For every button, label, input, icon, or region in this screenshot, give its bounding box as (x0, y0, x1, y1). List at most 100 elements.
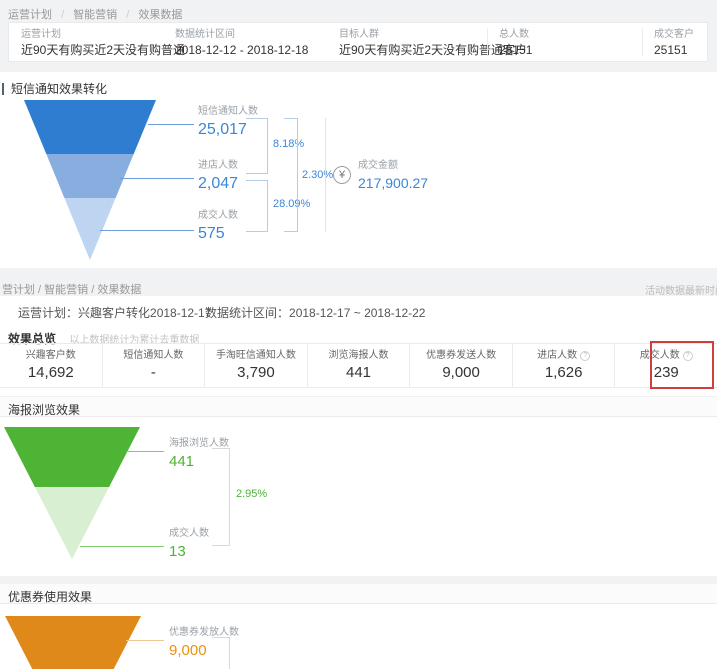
deal-amount: 成交金额 217,900.27 (358, 160, 428, 193)
breadcrumb-separator: / (61, 9, 65, 21)
field-value: 2018-12-12 - 2018-12-18 (175, 43, 309, 57)
tier-value: 13 (169, 543, 186, 560)
field-total-people: 总人数 25151 (499, 28, 532, 58)
breadcrumb: 运营计划 / 智能营销 / 效果数据 (8, 6, 182, 22)
tier-label: 海报浏览人数 (169, 438, 229, 449)
field-label: 成交客户 (654, 29, 694, 40)
tier-label: 成交人数 (169, 528, 209, 539)
sms-funnel-panel: 短信通知效果转化 短信通知人数 25,017 进店人数 2,047 成交人数 5… (0, 72, 717, 268)
funnel-tier-sms-notified: 短信通知人数 25,017 (198, 106, 258, 139)
stat-label: 浏览海报人数 (328, 350, 389, 361)
breadcrumb-item-operation-plan[interactable]: 运营计划 (8, 9, 52, 21)
breadcrumb-secondary[interactable]: 营计划 / 智能营销 / 效果数据 (2, 284, 142, 296)
stat-sms-notified: 短信通知人数 - (103, 344, 206, 387)
overview-title: 效果总览 (8, 332, 57, 346)
stat-label: 成交人数 ? (640, 349, 693, 362)
second-header-band: 营计划 / 智能营销 / 效果数据 活动数据最新时间 2018-12 (0, 268, 717, 297)
leader-line (126, 451, 164, 452)
stat-value: 14,692 (27, 364, 74, 381)
rate-bracket (246, 180, 268, 232)
stat-value: 3,790 (237, 364, 275, 381)
leader-line (148, 124, 194, 125)
funnel-tier-poster-deals: 成交人数 13 (169, 528, 209, 561)
funnel-tier-deals: 成交人数 575 (198, 210, 238, 243)
range-value: 2018-12-17 ~ 2018-12-22 (289, 306, 426, 320)
field-target-audience: 目标人群 近90天有购买近2天没有购普通客户 (339, 28, 527, 58)
leader-line (126, 640, 164, 641)
title-marker (2, 82, 4, 95)
section-title-sms: 短信通知效果转化 (2, 80, 107, 97)
help-icon[interactable]: ? (580, 350, 591, 361)
step-rate-1: 8.18% (273, 138, 305, 150)
field-value: 25151 (654, 43, 688, 57)
amount-value: 217,900.27 (358, 175, 429, 191)
coupon-funnel-chart (5, 616, 141, 669)
stat-label: 手淘旺信通知人数 (215, 350, 296, 361)
poster-section-header: 海报浏览效果 (0, 396, 717, 417)
stat-deals: 成交人数 ? 239 (615, 344, 717, 387)
plan-value: 兴趣客户转化2018-12-17 (78, 306, 212, 320)
divider (642, 28, 643, 56)
breadcrumb-item-smart-marketing[interactable]: 智能营销 (73, 9, 118, 21)
data-updated-timestamp: 活动数据最新时间 2018-12 (645, 286, 717, 297)
overall-rate: 2.30% (302, 169, 334, 181)
stat-label: 进店人数 ? (537, 349, 591, 362)
section-title-text: 海报浏览效果 (8, 403, 81, 417)
tier-value: 2,047 (198, 175, 239, 192)
field-label: 总人数 (499, 29, 529, 40)
field-value: 近90天有购买近2天没有购普通客户 (339, 43, 528, 57)
stat-label: 短信通知人数 (123, 350, 184, 361)
stat-poster-views: 浏览海报人数 441 (308, 344, 411, 387)
section-title-text: 短信通知效果转化 (11, 82, 108, 96)
field-value: 近90天有购买近2天没有购普通 (21, 43, 186, 57)
tier-label: 短信通知人数 (198, 106, 258, 117)
range-label: 数据统计区间： (205, 306, 290, 320)
plan-label: 运营计划： (18, 306, 79, 320)
sms-funnel-chart (24, 100, 156, 260)
divider (325, 118, 326, 232)
stat-coupons-sent: 优惠券发送人数 9,000 (410, 344, 513, 387)
overview-note: 以上数据统计为累计去重数据 (69, 335, 200, 346)
rate-bracket (212, 637, 230, 669)
field-deal-customers: 成交客户 25151 (654, 28, 694, 58)
stat-label-text: 成交人数 (639, 350, 680, 361)
tier-label: 成交人数 (198, 210, 238, 221)
stats-row: 兴趣客户数 14,692 短信通知人数 - 手淘旺信通知人数 3,790 浏览海… (0, 343, 717, 388)
poster-funnel-chart (4, 427, 140, 559)
campaign-info-bar: 运营计划 近90天有购买近2天没有购普通 数据统计区间 2018-12-12 -… (8, 22, 708, 62)
currency-yen-icon: ¥ (333, 166, 351, 184)
leader-line (80, 546, 164, 547)
campaign-detail-panel: 运营计划：兴趣客户转化2018-12-17 数据统计区间：2018-12-17 … (0, 296, 717, 669)
leader-line (100, 230, 194, 231)
field-label: 运营计划 (21, 29, 61, 40)
field-operation-plan: 运营计划 近90天有购买近2天没有购普通 (21, 28, 185, 58)
tier-value: 575 (198, 225, 225, 242)
funnel-tier-coupons-issued: 优惠券发放人数 9,000 (169, 627, 239, 660)
tier-label: 优惠券发放人数 (169, 627, 239, 638)
tier-value: 25,017 (198, 121, 247, 138)
coupon-section-header: 优惠券使用效果 (0, 583, 717, 604)
stat-value: 239 (653, 364, 679, 381)
tier-value: 441 (169, 453, 195, 470)
plan-name-line: 运营计划：兴趣客户转化2018-12-17 (18, 304, 211, 321)
field-value: 25151 (499, 43, 533, 57)
stat-value: - (150, 364, 156, 381)
funnel-tier-store-visits: 进店人数 2,047 (198, 160, 238, 193)
section-gap (0, 576, 717, 583)
tier-label: 进店人数 (198, 160, 238, 171)
field-label: 目标人群 (339, 29, 379, 40)
stat-value: 441 (346, 364, 372, 381)
leader-line (120, 178, 194, 179)
rate-bracket (212, 448, 230, 546)
breadcrumb-item-effect-data[interactable]: 效果数据 (138, 9, 183, 21)
section-title-text: 优惠券使用效果 (8, 590, 93, 604)
tier-value: 9,000 (169, 642, 207, 659)
divider (487, 28, 488, 56)
poster-rate: 2.95% (236, 488, 268, 500)
stat-interested-customers: 兴趣客户数 14,692 (0, 344, 103, 387)
funnel-tier-poster-views: 海报浏览人数 441 (169, 438, 229, 471)
stat-label: 优惠券发送人数 (426, 350, 497, 361)
help-icon[interactable]: ? (682, 350, 693, 361)
breadcrumb-separator: / (126, 9, 130, 21)
